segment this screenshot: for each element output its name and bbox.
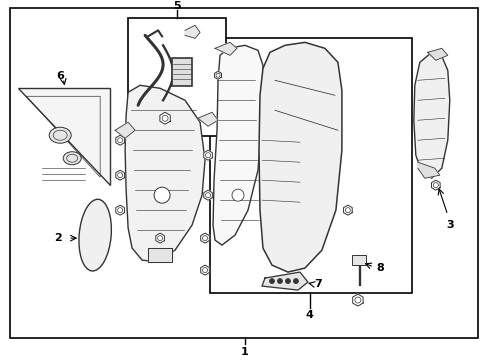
Circle shape (154, 187, 170, 203)
Ellipse shape (79, 199, 111, 271)
Polygon shape (428, 48, 448, 60)
Bar (352, 255, 366, 265)
Polygon shape (201, 265, 209, 275)
Circle shape (232, 189, 244, 201)
Text: 4: 4 (306, 310, 314, 320)
Polygon shape (160, 112, 171, 124)
Polygon shape (213, 45, 263, 245)
Polygon shape (125, 85, 205, 262)
Polygon shape (353, 294, 363, 306)
Polygon shape (116, 135, 124, 145)
Polygon shape (148, 248, 172, 262)
Text: 2: 2 (54, 233, 62, 243)
Polygon shape (204, 150, 212, 160)
Ellipse shape (63, 152, 81, 165)
Polygon shape (432, 180, 440, 190)
Polygon shape (185, 25, 200, 38)
Circle shape (294, 279, 298, 284)
Polygon shape (215, 42, 237, 55)
Circle shape (277, 279, 282, 284)
Polygon shape (115, 122, 135, 138)
Text: 8: 8 (376, 263, 384, 273)
Bar (210, 38, 412, 293)
Bar (172, 58, 192, 86)
Polygon shape (116, 205, 124, 215)
Polygon shape (18, 88, 110, 185)
Text: 5: 5 (173, 1, 181, 12)
Circle shape (270, 279, 274, 284)
Polygon shape (262, 272, 308, 290)
Polygon shape (116, 170, 124, 180)
Polygon shape (259, 42, 342, 272)
Ellipse shape (49, 127, 71, 143)
Circle shape (286, 279, 291, 284)
Text: 3: 3 (446, 220, 454, 230)
Text: 6: 6 (56, 71, 64, 81)
Polygon shape (414, 52, 450, 178)
Polygon shape (215, 71, 221, 79)
Polygon shape (343, 205, 352, 215)
Polygon shape (204, 190, 212, 200)
Polygon shape (156, 233, 165, 243)
Text: 1: 1 (241, 347, 249, 357)
Polygon shape (198, 112, 218, 126)
Text: 7: 7 (314, 279, 322, 289)
Bar (128, 18, 226, 136)
Polygon shape (201, 233, 209, 243)
Polygon shape (418, 162, 440, 178)
